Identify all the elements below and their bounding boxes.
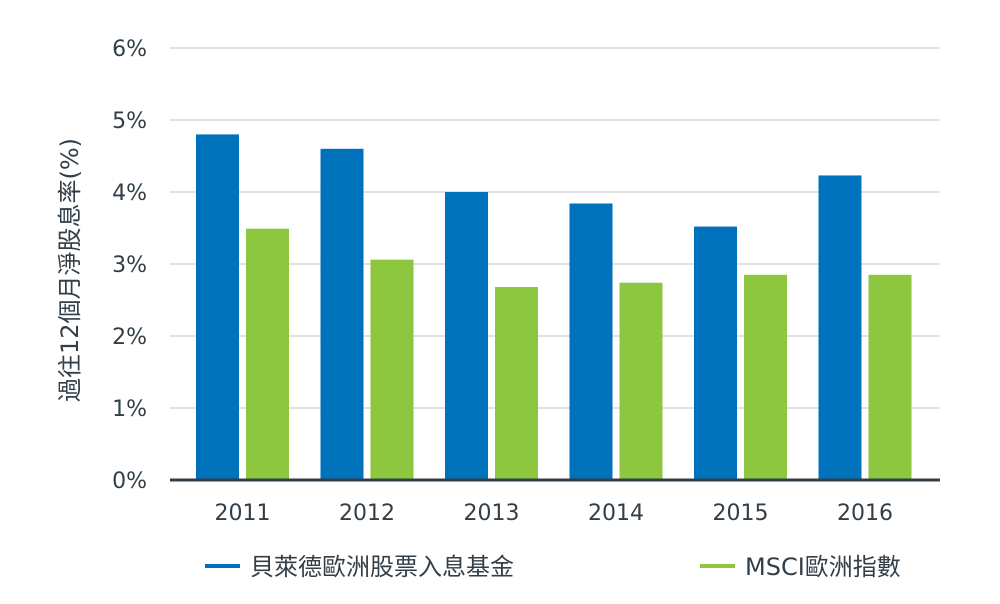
- bar-index: [370, 259, 414, 480]
- x-tick-label: 2014: [588, 501, 644, 526]
- bar-index: [495, 287, 538, 480]
- gridlines: [170, 47, 940, 409]
- x-tick-labels: 2011 2012 2013 2014 2015 2016: [215, 501, 894, 526]
- bar-fund: [445, 192, 488, 480]
- y-tick-labels: 0% 1% 2% 3% 4% 5% 6%: [112, 37, 147, 494]
- bar-fund: [569, 203, 613, 480]
- bar-index: [619, 282, 663, 480]
- y-tick-label: 6%: [112, 37, 147, 62]
- y-tick-label: 5%: [112, 109, 147, 134]
- x-tick-label: 2012: [339, 501, 395, 526]
- bar-index: [868, 274, 912, 480]
- legend-label-fund: 貝萊德歐洲股票入息基金: [250, 553, 514, 581]
- legend: 貝萊德歐洲股票入息基金 MSCI歐洲指數: [205, 553, 901, 581]
- y-axis-label: 過往12個月淨股息率(%): [56, 138, 84, 402]
- x-tick-label: 2011: [215, 501, 271, 526]
- bar-fund: [320, 148, 364, 481]
- bar-index: [246, 228, 289, 480]
- bar-fund: [196, 134, 239, 480]
- x-tick-label: 2016: [837, 501, 893, 526]
- x-tick-label: 2013: [464, 501, 520, 526]
- y-tick-label: 4%: [112, 181, 147, 206]
- x-tick-label: 2015: [713, 501, 769, 526]
- bar-index: [744, 274, 787, 480]
- bars: [196, 134, 912, 481]
- bar-fund: [694, 226, 737, 480]
- bar-fund: [818, 175, 862, 480]
- y-tick-label: 2%: [112, 325, 147, 350]
- y-tick-label: 0%: [112, 469, 147, 494]
- legend-label-index: MSCI歐洲指數: [745, 553, 901, 581]
- y-tick-label: 3%: [112, 253, 147, 278]
- y-tick-label: 1%: [112, 397, 147, 422]
